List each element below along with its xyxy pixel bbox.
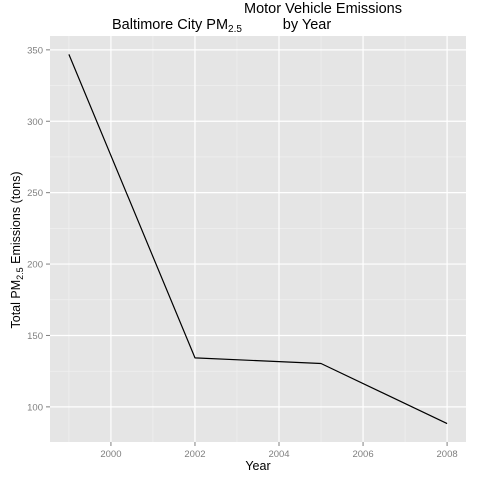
y-axis-title: Total PM2.5 Emissions (tons) [9, 171, 25, 328]
x-tick-label: 2008 [437, 449, 458, 460]
y-tick-label: 350 [27, 45, 43, 56]
chart-title-line2: by Year [283, 17, 332, 33]
y-tick-label: 250 [27, 188, 43, 199]
x-axis-title: Year [245, 459, 270, 473]
chart-title-line1: Motor Vehicle Emissions [244, 1, 402, 17]
x-tick-label: 2004 [268, 449, 289, 460]
y-axis: 100 150 200 250 300 350 [27, 45, 50, 413]
plot-panel [50, 36, 466, 442]
x-tick-label: 2006 [352, 449, 373, 460]
x-axis: 2000 2002 2004 2006 2008 [100, 442, 457, 460]
y-tick-label: 200 [27, 260, 43, 271]
y-tick-label: 100 [27, 402, 43, 413]
x-tick-label: 2002 [184, 449, 205, 460]
y-tick-label: 300 [27, 117, 43, 128]
chart-title-main: Baltimore City PM2.5 [112, 17, 242, 35]
x-tick-label: 2000 [100, 449, 121, 460]
y-tick-label: 150 [27, 331, 43, 342]
